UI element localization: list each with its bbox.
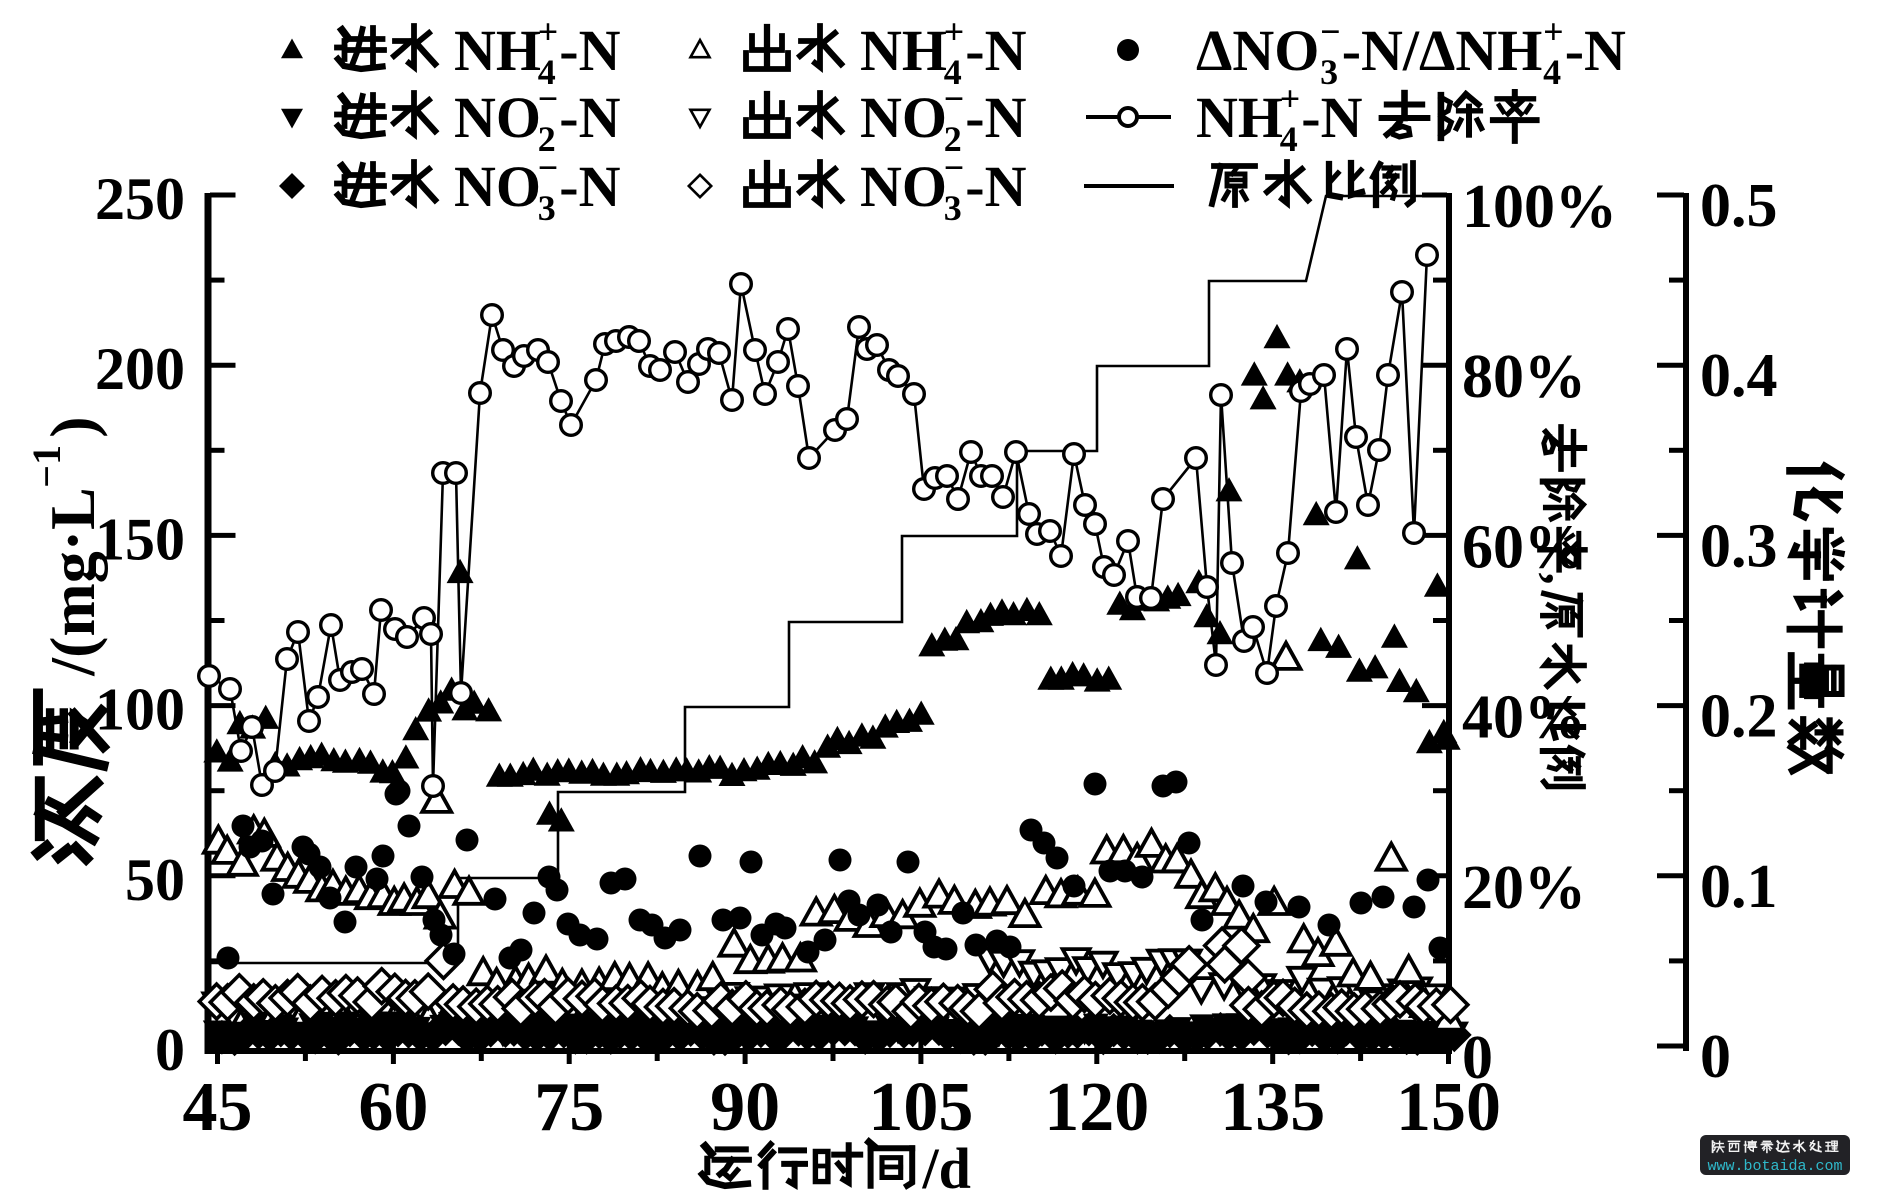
svg-text:100: 100 [95, 677, 185, 743]
svg-text:+: + [944, 11, 965, 51]
svg-text:3: 3 [1320, 52, 1338, 92]
svg-text:NO: NO [454, 85, 541, 150]
svg-text:−: − [538, 78, 559, 118]
svg-text:+: + [1543, 11, 1564, 51]
svg-text:0: 0 [1700, 1023, 1731, 1091]
svg-text:90: 90 [710, 1069, 780, 1146]
svg-text:4: 4 [538, 52, 556, 92]
svg-text:100%: 100% [1462, 173, 1617, 241]
svg-text:250: 250 [95, 166, 185, 232]
svg-text:120: 120 [1044, 1069, 1149, 1146]
svg-text:NH: NH [1196, 85, 1283, 150]
svg-text:-N: -N [559, 18, 620, 83]
svg-text:−: − [944, 147, 965, 187]
svg-text:0.5: 0.5 [1700, 172, 1778, 240]
svg-text:40%: 40% [1462, 684, 1586, 752]
svg-text:3: 3 [944, 188, 962, 228]
svg-text:-N: -N [559, 154, 620, 219]
svg-text:3: 3 [538, 188, 556, 228]
svg-text:50: 50 [125, 847, 185, 913]
svg-text:−: − [1320, 11, 1341, 51]
svg-text:/(mg·L: /(mg·L [37, 487, 108, 676]
svg-text:105: 105 [868, 1069, 973, 1146]
svg-text:150: 150 [95, 506, 185, 572]
svg-text:+: + [538, 11, 559, 51]
svg-text:/d: /d [922, 1136, 971, 1200]
svg-text:0.1: 0.1 [1700, 853, 1778, 921]
svg-text:0.2: 0.2 [1700, 683, 1778, 751]
svg-text:0.3: 0.3 [1700, 512, 1778, 580]
svg-text:NH: NH [860, 18, 947, 83]
svg-text:45: 45 [183, 1069, 253, 1146]
svg-text:+: + [1280, 78, 1301, 118]
svg-text:www.botaida.com: www.botaida.com [1707, 1158, 1842, 1175]
svg-text:2: 2 [944, 119, 962, 159]
svg-text:150: 150 [1396, 1069, 1501, 1146]
svg-text:60: 60 [358, 1069, 428, 1146]
svg-text:-N: -N [1565, 18, 1626, 83]
svg-text:75: 75 [534, 1069, 604, 1146]
svg-text:-N: -N [965, 18, 1026, 83]
svg-text:80%: 80% [1462, 343, 1586, 411]
svg-text:NH: NH [454, 18, 541, 83]
svg-text:0.4: 0.4 [1700, 342, 1778, 410]
svg-text:-N/ΔNH: -N/ΔNH [1342, 18, 1543, 83]
svg-text:−1: −1 [24, 445, 69, 488]
svg-text:-N: -N [965, 85, 1026, 150]
svg-text:4: 4 [944, 52, 962, 92]
svg-text:-N: -N [1301, 85, 1362, 150]
svg-text:): ) [37, 416, 108, 437]
svg-text:NO: NO [454, 154, 541, 219]
svg-text:,: , [1535, 573, 1588, 585]
svg-text:-N: -N [965, 154, 1026, 219]
svg-text:ΔNO: ΔNO [1196, 18, 1319, 83]
svg-text:4: 4 [1543, 52, 1561, 92]
svg-text:135: 135 [1220, 1069, 1325, 1146]
svg-text:−: − [944, 78, 965, 118]
svg-text:-N: -N [559, 85, 620, 150]
svg-text:20%: 20% [1462, 854, 1586, 922]
svg-text:0: 0 [155, 1017, 185, 1083]
svg-text:4: 4 [1280, 119, 1298, 159]
svg-text:2: 2 [538, 119, 556, 159]
svg-text:NO: NO [860, 85, 947, 150]
svg-text:NO: NO [860, 154, 947, 219]
svg-text:−: − [538, 147, 559, 187]
svg-text:200: 200 [95, 336, 185, 402]
